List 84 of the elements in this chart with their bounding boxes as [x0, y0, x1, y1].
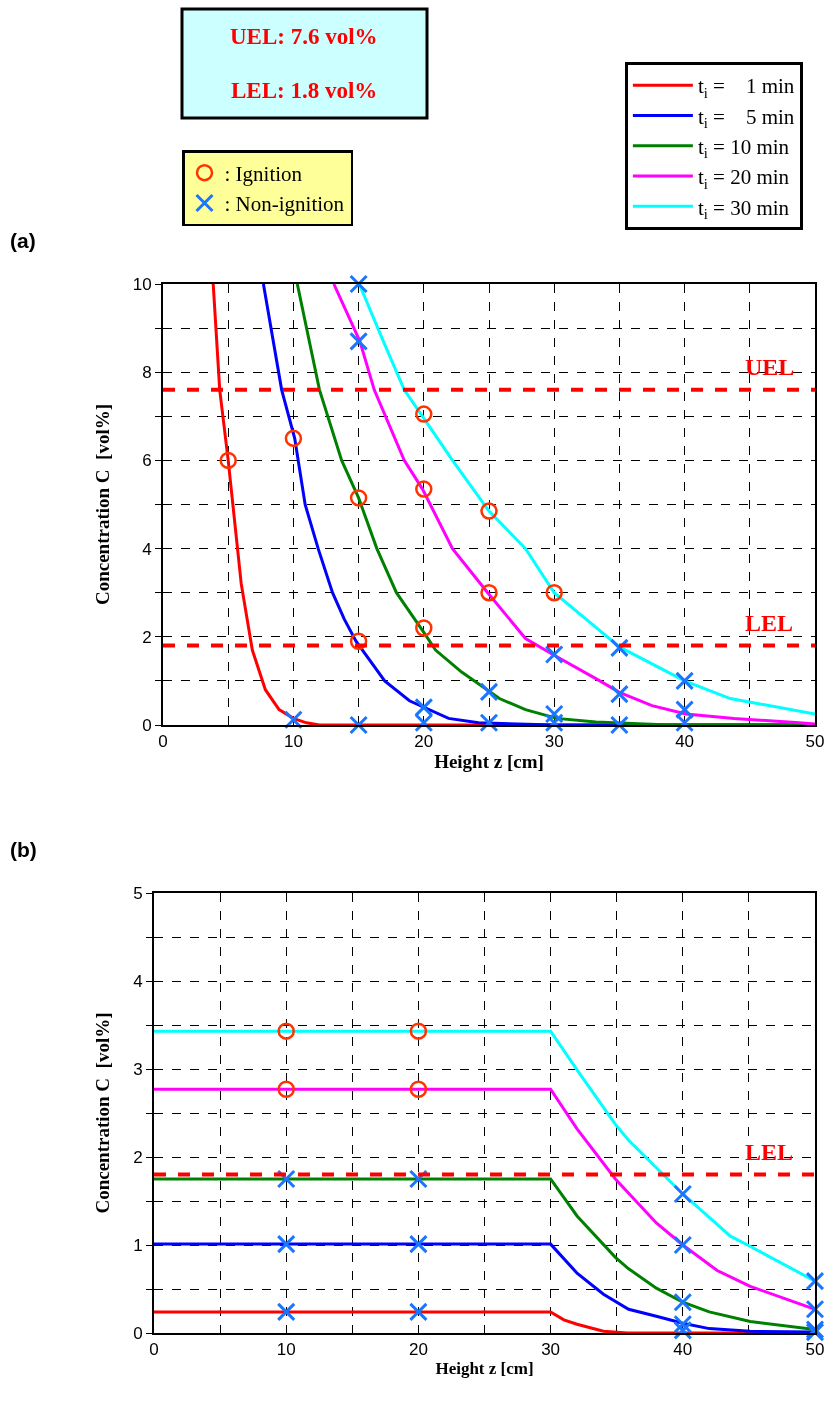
x-tick-label: 40: [673, 1340, 693, 1360]
point: [414, 713, 434, 733]
y-tick-label: 8: [142, 363, 152, 383]
ref-line-label: UEL: [745, 354, 795, 380]
line-series: [154, 1087, 815, 1311]
point: [408, 1234, 428, 1254]
point: [414, 697, 434, 717]
point: [277, 1022, 295, 1040]
x-tick-label: 0: [158, 732, 168, 752]
point: [277, 1080, 295, 1098]
legend-label: t$_{i}$ = 10 min: [697, 134, 790, 162]
x-tick-label: 50: [805, 1340, 825, 1360]
y-tick-label: 2: [133, 1147, 143, 1167]
point: [479, 682, 499, 702]
y-tick-label: 0: [142, 715, 152, 735]
point: [408, 1169, 428, 1189]
ref-line-label: LEL: [745, 610, 794, 636]
x-tick-label: 20: [414, 732, 434, 752]
x-axis-title: Height z [cm]: [434, 750, 544, 772]
point: [673, 1184, 693, 1204]
point: [673, 1320, 693, 1340]
point: [415, 480, 433, 498]
point: [349, 715, 369, 735]
y-tick-label: 1: [133, 1235, 143, 1255]
legend-label: : Ignition: [224, 161, 303, 186]
point: [408, 1302, 428, 1322]
point: [276, 1234, 296, 1254]
point: [276, 1302, 296, 1322]
point: [544, 713, 564, 733]
text: LEL: 1.8 vol%: [231, 78, 378, 103]
point: [415, 405, 433, 423]
y-tick-label: 4: [133, 971, 143, 991]
point: [349, 331, 369, 351]
point: [219, 451, 237, 470]
point: [544, 704, 564, 724]
point: [409, 1022, 428, 1040]
y-tick-label: 2: [142, 627, 152, 647]
x-axis-title: Height z [cm]: [435, 1359, 534, 1379]
legend-label: t$_{i}$ = 5 min: [697, 104, 795, 132]
point: [675, 671, 695, 691]
x-tick-label: 30: [544, 732, 564, 752]
x-tick-label: 20: [408, 1340, 428, 1360]
y-tick-label: 5: [133, 883, 143, 903]
point: [609, 684, 629, 704]
y-tick-label: 10: [132, 274, 152, 294]
point: [415, 619, 433, 637]
text: UEL: 7.6 vol%: [230, 24, 378, 49]
point: [349, 489, 368, 507]
legend-label: : Non-ignition: [224, 192, 345, 217]
y-tick-label: 3: [133, 1059, 143, 1079]
legend-label: t$_{i}$ = 20 min: [697, 165, 790, 192]
point: [480, 502, 498, 520]
chart-title: (a): [10, 229, 36, 252]
point: [480, 583, 498, 602]
point: [675, 700, 695, 720]
point: [805, 1271, 825, 1291]
point: [805, 1299, 825, 1319]
point: [673, 1292, 693, 1312]
x-tick-label: 40: [675, 732, 695, 752]
point: [675, 713, 695, 733]
point: [276, 1169, 296, 1189]
y-tick-label: 4: [142, 539, 152, 559]
point: [479, 713, 499, 733]
ref-line-label: LEL: [745, 1139, 794, 1165]
y-axis-title: Concentration C [vol%]: [92, 1012, 114, 1214]
chart-title: (b): [10, 838, 37, 861]
x-tick-label: 10: [276, 1340, 296, 1360]
y-axis-title: Concentration C [vol%]: [92, 403, 114, 606]
point: [545, 583, 563, 602]
point: [349, 274, 369, 294]
legend-label: t$_{i}$ = 1 min: [697, 74, 795, 101]
point: [284, 429, 303, 448]
x-tick-label: 30: [541, 1340, 561, 1360]
x-tick-label: 50: [805, 732, 825, 752]
x-tick-label: 10: [283, 732, 303, 752]
point: [609, 715, 629, 735]
point: [409, 1080, 428, 1098]
legend-label: t$_{i}$ = 30 min: [697, 195, 790, 222]
line-series: [154, 1029, 815, 1283]
point: [673, 1235, 693, 1255]
point: [283, 710, 303, 730]
point: [673, 1314, 693, 1334]
y-tick-label: 0: [133, 1323, 143, 1343]
y-tick-label: 6: [142, 451, 152, 471]
